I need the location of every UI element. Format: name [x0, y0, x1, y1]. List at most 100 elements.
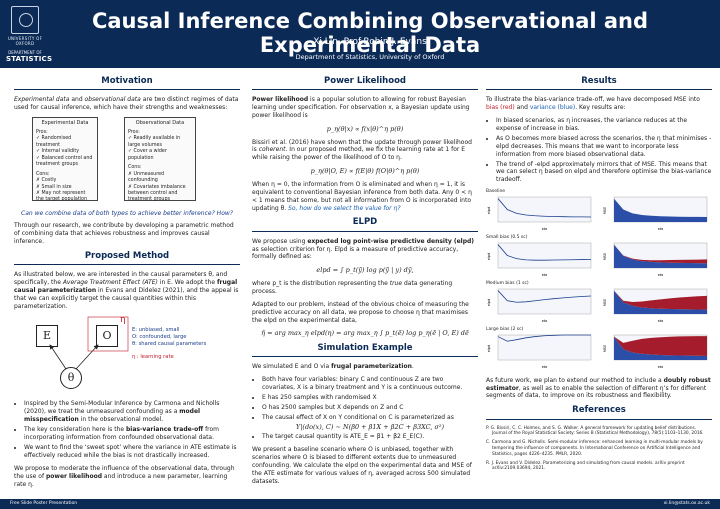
power-coherence: Bissiri et al. (2016) have shown that th… — [252, 138, 472, 162]
list-item: The trend of -elpd approximately mirrors… — [496, 161, 712, 185]
plot-area — [497, 288, 592, 315]
column-right: Results To illustrate the bias-variance … — [486, 72, 712, 475]
proposed-bullets: Inspired by the Semi-Modular Inference b… — [14, 400, 240, 459]
logo-university: UNIVERSITY OF OXFORD — [7, 36, 43, 46]
poster-affiliation: Department of Statistics, University of … — [295, 53, 445, 61]
chart-svg: elpd eta MSE eta — [487, 288, 708, 323]
bias-area — [614, 335, 707, 356]
list-item: The key consideration here is the bias-v… — [24, 426, 240, 442]
variance-area — [614, 244, 707, 269]
power-likelihood-heading: Power Likelihood — [252, 76, 478, 91]
dag-legend: E: unbiased, small O: confounded, large … — [132, 327, 207, 361]
elpd-adapted: Adapted to our problem, instead of the o… — [252, 300, 469, 324]
list-item: The target causal quantity is ATE_E = β1… — [262, 433, 478, 441]
power-intro: Power likelihood is a popular solution t… — [252, 96, 470, 120]
variance-area — [614, 198, 707, 223]
poster-header: UNIVERSITY OF OXFORD DEPARTMENT OF STATI… — [0, 0, 720, 68]
reference-item: C. Carmona and G. Nicholls. Semi-modular… — [486, 440, 703, 457]
plot-area — [497, 242, 592, 269]
list-item: The causal effect of X on Y conditional … — [262, 414, 478, 431]
oxford-stats-logo: UNIVERSITY OF OXFORD DEPARTMENT OF STATI… — [6, 6, 53, 64]
chart-row: Medium bias (1 sc) elpd eta MSE eta — [486, 281, 712, 326]
elpd-eq-1: elpd = ∫ p_t(ỹ) log p(ỹ | y) dỹ, — [316, 266, 414, 275]
logo-dept-name: STATISTICS — [6, 55, 53, 63]
causal-dag-diagram: E O θ η E: unbiased, small O: confounded… — [14, 315, 240, 395]
x-axis-label: eta — [542, 227, 548, 231]
x-axis-label: eta — [542, 319, 548, 323]
y-axis-label: elpd — [487, 253, 491, 260]
elpd-intro: We propose using expected log point-wise… — [252, 237, 475, 261]
bias-area — [614, 290, 707, 310]
chart-row: Large bias (2 sc) elpd eta MSE eta — [486, 327, 712, 372]
chart-title: Baseline — [486, 189, 506, 195]
chart-svg: elpd eta MSE eta — [487, 197, 708, 231]
list-item: E has 250 samples with randomised X — [262, 394, 478, 402]
logo-dept-line: DEPARTMENT OF — [8, 50, 42, 55]
results-heading: Results — [486, 76, 712, 91]
proposed-method-heading: Proposed Method — [14, 251, 240, 265]
references-list: P. G. Bissiri, C. C. Holmes, and S. G. W… — [486, 426, 712, 473]
list-item: O has 2500 samples but X depends on Z an… — [262, 404, 478, 412]
elpd-line — [497, 244, 592, 261]
proposed-intro: As illustrated below, we are interested … — [14, 270, 239, 310]
results-charts: Baseline elpd eta MSE eta Small bias (0.5 sc)… — [486, 189, 712, 371]
list-item: We want to find the ‘sweet spot’ where t… — [24, 444, 240, 460]
x-axis-label: eta — [658, 273, 664, 277]
y-axis-label: MSE — [603, 345, 607, 352]
column-middle: Power Likelihood Power likelihood is a p… — [252, 72, 478, 491]
x-axis-label: eta — [658, 319, 664, 323]
dag-arrows — [49, 317, 129, 370]
proposed-closing: We propose to moderate the influence of … — [14, 464, 235, 488]
power-eq-1: p_η(θ|x) ∝ f(x|θ)^η p(θ) — [326, 124, 404, 133]
power-eq-2: p_η(θ|O, E) ∝ f(E|θ) f(O|θ)^η p(θ) — [310, 167, 420, 176]
poster-authors: Xi Lin, Prof.Robin J. Evans — [313, 37, 427, 47]
x-axis-label: eta — [542, 365, 548, 369]
references-heading: References — [486, 405, 712, 420]
x-axis-label: eta — [658, 227, 664, 231]
elpd-heading: ELPD — [252, 217, 478, 232]
plot-area — [497, 334, 592, 360]
oxford-crest-icon — [11, 6, 39, 34]
simulation-heading: Simulation Example — [252, 343, 478, 358]
motivation-question: Can we combine data of both types to ach… — [21, 210, 233, 218]
elpd-line — [497, 290, 592, 303]
results-future-work: As future work, we plan to extend our me… — [486, 376, 711, 400]
y-axis-label: MSE — [603, 299, 607, 306]
elpd-line — [497, 334, 591, 342]
elpd-line — [497, 198, 592, 218]
elpd-true-dist: where p_t is the distribution representi… — [252, 279, 453, 295]
variance-area — [614, 290, 707, 314]
y-axis-label: elpd — [487, 299, 491, 306]
observational-data-box: Observational Data Pros: ✓ Readily avail… — [124, 117, 196, 202]
chart-title: Small bias (0.5 sc) — [486, 235, 528, 241]
power-eta-explain: When η = 0, the information from O is el… — [252, 180, 472, 212]
chart-title: Large bias (2 sc) — [486, 326, 524, 332]
x-axis-label: eta — [542, 273, 548, 277]
motivation-closing: Through our research, we contribute by d… — [14, 221, 234, 245]
y-axis-label: MSE — [603, 253, 607, 260]
motivation-heading: Motivation — [14, 76, 240, 91]
list-item: Inspired by the Semi-Modular Inference b… — [24, 400, 240, 424]
list-item: In biased scenarios, as η increases, the… — [496, 117, 712, 133]
node-E: E — [36, 325, 58, 348]
list-item: As O becomes more biased across the scen… — [496, 135, 712, 159]
list-item: Both have four variables: binary C and c… — [262, 376, 478, 392]
eta-label: η — [120, 315, 126, 326]
bias-area — [614, 244, 707, 264]
poster-footer: Free Slide Poster Presentation xi.lin@st… — [0, 499, 720, 509]
y-axis-label: MSE — [603, 207, 607, 214]
plot-area — [497, 197, 592, 223]
variance-area — [614, 336, 707, 360]
chart-row: Baseline elpd eta MSE eta — [486, 189, 712, 234]
simulation-intro: We simulated E and O via frugal paramete… — [252, 363, 414, 371]
chart-svg: elpd eta MSE eta — [487, 242, 708, 277]
chart-row: Small bias (0.5 sc) elpd eta MSE eta — [486, 235, 712, 280]
simulation-eq: Y|(do(x), C) ∼ N(β0 + β1X + β2C + β3XC, … — [295, 422, 445, 431]
data-comparison: Experimental Data Pros: ✓ Randomised tre… — [14, 117, 240, 205]
simulation-closing: We present a baseline scenario where O i… — [252, 446, 472, 485]
footer-left: Free Slide Poster Presentation — [10, 501, 78, 506]
x-axis-label: eta — [658, 365, 664, 369]
experimental-data-box: Experimental Data Pros: ✓ Randomised tre… — [32, 117, 98, 202]
y-axis-label: elpd — [487, 207, 491, 214]
node-theta: θ — [60, 367, 82, 390]
